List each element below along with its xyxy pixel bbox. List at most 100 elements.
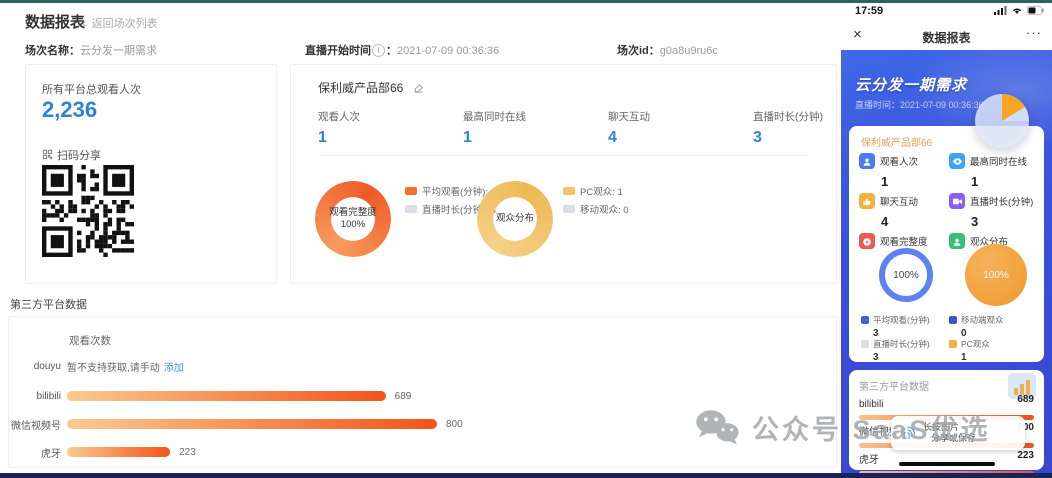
top-border (0, 0, 1052, 3)
legend-value: 1 (961, 352, 967, 363)
mstat-completeness: 观看完整度 (859, 232, 951, 250)
session-name: 场次名称：云分发一期需求 (25, 42, 157, 58)
legend-swatch (949, 340, 957, 348)
mobile-status-bar: 17:59 (841, 0, 1052, 22)
thumbs-up-icon (859, 192, 875, 209)
session-info-bar: 场次名称：云分发一期需求 直播开始时间 i ：2021-07-09 00:36:36… (0, 42, 838, 60)
mstat-label: 聊天互动 (880, 196, 919, 208)
mstat-label: 直播时长(分钟) (970, 196, 1034, 208)
stat-duration: 直播时长(分钟) 3 (753, 109, 823, 147)
legend-text: 移动观众: 0 (580, 205, 629, 216)
bar-value: 689 (394, 390, 412, 402)
mobile-nav-bar: × 数据报表 ··· (841, 22, 1052, 50)
wifi-icon (1013, 8, 1021, 14)
video-camera-icon (949, 192, 965, 209)
mrow-value: 800 (1017, 422, 1034, 433)
back-label: 返回场次列表 (91, 18, 158, 30)
mstat-value: 4 (881, 214, 889, 229)
legend-text: 直播时长(分钟): 3 (422, 205, 496, 216)
bar-wechat (67, 419, 437, 429)
channel-card: 保利威产品部66 观看人次 1 最高同时在线 1 聊天互动 4 直播时长(分钟) 3 观… (290, 64, 837, 284)
donut-center-text: 观众分布 (477, 181, 553, 257)
bar-label: bilibili (36, 390, 61, 402)
douyu-note: 暂不支持获取,请手动 (67, 362, 160, 374)
legend-text: 直播时长(分钟) (873, 339, 930, 349)
start-time-label: 直播开始时间 (305, 45, 371, 57)
mstat-label: 观众分布 (970, 236, 1009, 248)
edit-icon[interactable] (413, 83, 424, 97)
legend-text: 移动端观众 (961, 315, 1004, 325)
audience-donut-chart: 观众分布 (477, 181, 553, 257)
mobile-stats-card: 保利威产品部66 观看人次 1 最高同时在线 1 聊天互动 4 直播时长(分钟)… (849, 126, 1044, 363)
channel-title-row: 保利威产品部66 (318, 79, 424, 97)
legend-mobile-viewers: 移动观众: 0 (563, 202, 629, 216)
long-press-tooltip: 长按图片 分享或保存 (891, 416, 1025, 450)
bar-label: 虎牙 (41, 448, 61, 460)
mobile-nav-title: 数据报表 (922, 31, 971, 45)
audience-icon (949, 232, 965, 249)
bar-label: douyu (33, 360, 61, 372)
status-time: 17:59 (855, 5, 884, 17)
legend-value: 0 (961, 328, 967, 339)
mstat-audience: 观众分布 (949, 232, 1041, 250)
qr-icon (42, 149, 53, 160)
start-time: 直播开始时间 i ：2021-07-09 00:36:36 (305, 42, 499, 58)
mobile-report-title: 云分发一期需求 (855, 77, 968, 94)
mstat-value: 1 (971, 174, 979, 189)
bar-chart-icon (1008, 373, 1036, 399)
home-indicator (899, 462, 995, 466)
mobile-live-time: 直播时间：2021-07-09 00:36:36 (855, 98, 984, 111)
share-qr-code (42, 165, 134, 257)
legend-swatch (405, 205, 417, 213)
legend-avg-watch: 平均观看(分钟): 3 (405, 184, 496, 198)
mrow-label: 虎牙 (859, 455, 879, 466)
person-icon (859, 152, 875, 169)
mstat-label: 观看完整度 (880, 236, 928, 248)
mstat-value: 3 (971, 214, 979, 229)
donut-ring (477, 181, 553, 257)
add-manually-link[interactable]: 添加 (163, 362, 184, 374)
mstat-label: 观看人次 (880, 156, 919, 168)
bar-row-bilibili: bilibili 689 (9, 389, 412, 403)
legend-value: 3 (873, 328, 879, 339)
mobile-live-time-label: 直播时间： (855, 100, 901, 110)
eye-icon (949, 152, 965, 169)
bar-label: 微信视频号 (11, 420, 61, 432)
mstat-chat: 聊天互动 4 (859, 192, 951, 229)
bar-row-douyu: douyu 暂不支持获取,请手动 添加 (9, 359, 184, 374)
circle-percent: 100% (983, 269, 1009, 281)
mstat-peak-online: 最高同时在线 1 (949, 152, 1041, 189)
back-to-session-list-link[interactable]: ‹ 返回场次列表 (82, 15, 158, 31)
info-icon[interactable]: i (372, 44, 385, 57)
qr-share-row: 扫码分享 (42, 147, 101, 163)
legend-text: 平均观看(分钟) (873, 315, 930, 325)
stat-value: 1 (463, 129, 472, 146)
third-party-chart-card: 观看次数 douyu 暂不支持获取,请手动 添加 bilibili 689 微信… (8, 316, 837, 468)
mlegend-pc-viewers: PC观众 1 (949, 338, 1037, 363)
status-icons (994, 6, 1044, 15)
session-id: 场次id：g0a8u9ru6c (617, 42, 718, 58)
bar-row-huya: 虎牙 223 (9, 445, 196, 460)
mrow-value: 223 (1017, 450, 1034, 461)
stat-value: 1 (318, 129, 327, 146)
divider (318, 155, 809, 156)
mobile-live-time-value: 2021-07-09 00:36:36 (900, 100, 984, 110)
mstat-views: 观看人次 1 (859, 152, 951, 189)
tooltip-text: 长按图片 分享或保存 (923, 422, 976, 444)
total-views-value: 2,236 (42, 97, 98, 122)
stat-label: 直播时长(分钟) (753, 111, 823, 123)
play-icon (859, 232, 875, 249)
legend-swatch (405, 187, 417, 195)
stat-value: 3 (753, 129, 762, 146)
stat-label: 观看人次 (318, 111, 360, 123)
more-menu-icon[interactable]: ··· (1026, 25, 1042, 40)
audience-circle: 100% (965, 244, 1027, 306)
tooltip-line2: 分享或保存 (931, 433, 977, 443)
donut-percent: 100% (340, 219, 366, 230)
ring-percent: 100% (893, 269, 919, 281)
close-icon[interactable]: × (853, 26, 862, 43)
legend-live-duration: 直播时长(分钟): 3 (405, 202, 496, 216)
third-party-section-title: 第三方平台数据 (10, 299, 87, 311)
pie-decoration-icon (971, 90, 1033, 157)
legend-pc-viewers: PC观众: 1 (563, 184, 623, 198)
